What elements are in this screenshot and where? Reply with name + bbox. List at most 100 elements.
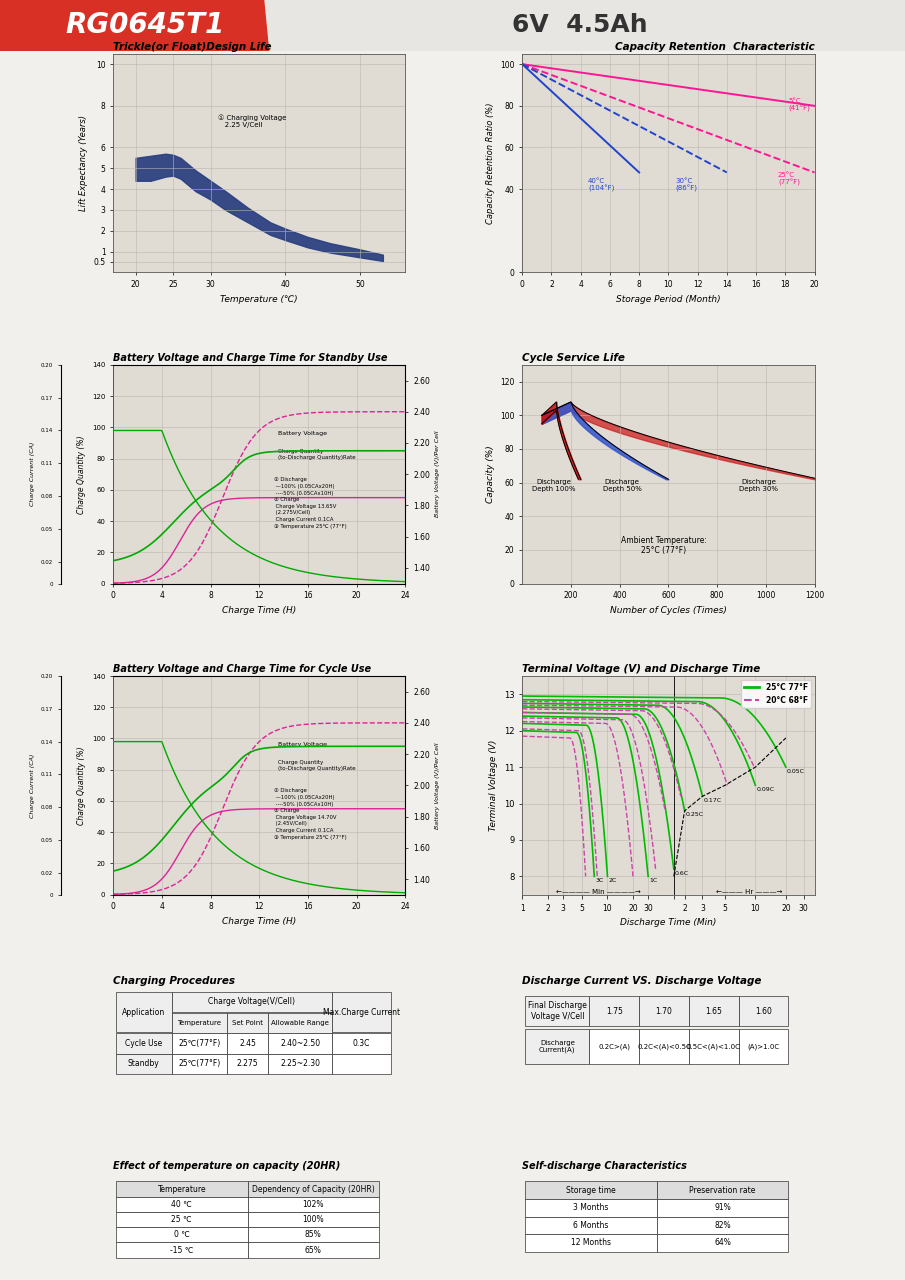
Text: 0.5C<(A)<1.0C: 0.5C<(A)<1.0C (687, 1043, 740, 1050)
Text: (A)>1.0C: (A)>1.0C (748, 1043, 779, 1050)
FancyBboxPatch shape (116, 1243, 248, 1258)
FancyBboxPatch shape (172, 1053, 227, 1074)
Text: 25℃(77°F): 25℃(77°F) (178, 1039, 221, 1048)
FancyBboxPatch shape (657, 1181, 788, 1199)
Text: Set Point: Set Point (232, 1020, 263, 1027)
Text: 65%: 65% (305, 1245, 322, 1254)
Text: 5°C
(41°F): 5°C (41°F) (788, 97, 810, 111)
Text: 0.3C: 0.3C (353, 1039, 370, 1048)
Text: 0 ℃: 0 ℃ (174, 1230, 190, 1239)
FancyBboxPatch shape (525, 1216, 657, 1234)
Polygon shape (290, 0, 320, 51)
Text: 2.40~2.50: 2.40~2.50 (280, 1039, 320, 1048)
Text: 12 Months: 12 Months (571, 1239, 611, 1248)
Text: Self-discharge Characteristics: Self-discharge Characteristics (522, 1161, 687, 1171)
Text: Battery Voltage: Battery Voltage (278, 431, 327, 436)
Text: 2.45: 2.45 (239, 1039, 256, 1048)
FancyBboxPatch shape (248, 1212, 379, 1228)
FancyBboxPatch shape (116, 1053, 172, 1074)
Text: 1.60: 1.60 (755, 1006, 772, 1016)
Text: 0.17C: 0.17C (703, 797, 721, 803)
Text: ←——— Hr ———→: ←——— Hr ———→ (717, 890, 783, 895)
FancyBboxPatch shape (525, 1199, 657, 1216)
FancyBboxPatch shape (657, 1216, 788, 1234)
Text: ① Charging Voltage
   2.25 V/Cell: ① Charging Voltage 2.25 V/Cell (218, 114, 286, 128)
Text: Discharge
Depth 100%: Discharge Depth 100% (532, 479, 576, 492)
X-axis label: Discharge Time (Min): Discharge Time (Min) (620, 918, 717, 927)
Text: 0.25C: 0.25C (686, 813, 704, 818)
FancyBboxPatch shape (227, 1053, 268, 1074)
FancyBboxPatch shape (738, 996, 788, 1027)
FancyBboxPatch shape (116, 1181, 248, 1197)
Text: Dependency of Capacity (20HR): Dependency of Capacity (20HR) (252, 1184, 375, 1193)
FancyBboxPatch shape (268, 1033, 332, 1053)
FancyBboxPatch shape (248, 1228, 379, 1243)
X-axis label: Charge Time (H): Charge Time (H) (222, 605, 296, 614)
FancyBboxPatch shape (332, 1033, 391, 1053)
Text: 82%: 82% (714, 1221, 730, 1230)
Text: 2.25~2.30: 2.25~2.30 (281, 1060, 320, 1069)
FancyBboxPatch shape (227, 1012, 268, 1033)
Y-axis label: Capacity (%): Capacity (%) (486, 445, 494, 503)
Text: Charge Quantity
(to-Discharge Quantity)Rate: Charge Quantity (to-Discharge Quantity)R… (278, 449, 355, 460)
FancyBboxPatch shape (332, 1053, 391, 1074)
Y-axis label: Charge Quantity (%): Charge Quantity (%) (78, 746, 87, 824)
FancyBboxPatch shape (248, 1197, 379, 1212)
X-axis label: Storage Period (Month): Storage Period (Month) (616, 294, 720, 303)
Text: Battery Voltage and Charge Time for Cycle Use: Battery Voltage and Charge Time for Cycl… (113, 664, 371, 673)
Y-axis label: Charge Current (CA): Charge Current (CA) (30, 753, 35, 818)
Text: 3 Months: 3 Months (573, 1203, 609, 1212)
Text: Discharge Current VS. Discharge Voltage: Discharge Current VS. Discharge Voltage (522, 977, 762, 986)
Text: Application: Application (122, 1007, 166, 1016)
FancyBboxPatch shape (172, 992, 332, 1012)
Text: 100%: 100% (302, 1215, 324, 1224)
Text: 25°C
(77°F): 25°C (77°F) (778, 172, 800, 186)
Text: Terminal Voltage (V) and Discharge Time: Terminal Voltage (V) and Discharge Time (522, 664, 760, 673)
Text: 1.65: 1.65 (705, 1006, 722, 1016)
Y-axis label: Lift Expectancy (Years): Lift Expectancy (Years) (79, 115, 88, 211)
Text: Final Discharge
Voltage V/Cell: Final Discharge Voltage V/Cell (528, 1001, 586, 1021)
Text: 25℃(77°F): 25℃(77°F) (178, 1060, 221, 1069)
FancyBboxPatch shape (639, 1029, 689, 1064)
Text: 1C: 1C (649, 878, 657, 883)
FancyBboxPatch shape (248, 1243, 379, 1258)
FancyBboxPatch shape (332, 992, 391, 1033)
Text: 0.6C: 0.6C (675, 870, 689, 876)
Text: Battery Voltage: Battery Voltage (278, 742, 327, 748)
Text: Trickle(or Float)Design Life: Trickle(or Float)Design Life (113, 41, 272, 51)
Text: 64%: 64% (714, 1239, 731, 1248)
Y-axis label: Charge Current (CA): Charge Current (CA) (30, 442, 35, 507)
Text: Discharge
Current(A): Discharge Current(A) (539, 1039, 576, 1053)
Text: Effect of temperature on capacity (20HR): Effect of temperature on capacity (20HR) (113, 1161, 340, 1171)
Text: 6 Months: 6 Months (573, 1221, 609, 1230)
Text: Preservation rate: Preservation rate (690, 1185, 756, 1194)
FancyBboxPatch shape (268, 1053, 332, 1074)
Text: 30°C
(86°F): 30°C (86°F) (676, 178, 698, 192)
Y-axis label: Capacity Retention Ratio (%): Capacity Retention Ratio (%) (486, 102, 494, 224)
Text: 0.2C<(A)<0.5C: 0.2C<(A)<0.5C (637, 1043, 691, 1050)
Text: Charge Quantity
(to-Discharge Quantity)Rate: Charge Quantity (to-Discharge Quantity)R… (278, 760, 355, 771)
Text: 40°C
(104°F): 40°C (104°F) (588, 178, 614, 192)
FancyBboxPatch shape (116, 1228, 248, 1243)
Text: 0.09C: 0.09C (757, 787, 775, 792)
Text: 91%: 91% (714, 1203, 731, 1212)
Text: 85%: 85% (305, 1230, 321, 1239)
Text: 1.70: 1.70 (655, 1006, 672, 1016)
FancyBboxPatch shape (738, 1029, 788, 1064)
Text: Battery Voltage and Charge Time for Standby Use: Battery Voltage and Charge Time for Stan… (113, 353, 387, 362)
FancyBboxPatch shape (689, 1029, 738, 1064)
Text: 25 ℃: 25 ℃ (171, 1215, 192, 1224)
Text: 2C: 2C (608, 878, 617, 883)
FancyBboxPatch shape (589, 996, 639, 1027)
X-axis label: Charge Time (H): Charge Time (H) (222, 916, 296, 925)
Text: ① Discharge
 —100% (0.05CAx20H)
 ----50% (0.05CAx10H)
② Charge
 Charge Voltage 1: ① Discharge —100% (0.05CAx20H) ----50% (… (274, 788, 347, 840)
FancyBboxPatch shape (172, 1033, 227, 1053)
Text: ① Discharge
 —100% (0.05CAx20H)
 ----50% (0.05CAx10H)
② Charge
 Charge Voltage 1: ① Discharge —100% (0.05CAx20H) ----50% (… (274, 477, 347, 529)
Y-axis label: Charge Quantity (%): Charge Quantity (%) (78, 435, 87, 513)
Text: Max.Charge Current: Max.Charge Current (323, 1007, 400, 1016)
FancyBboxPatch shape (639, 996, 689, 1027)
Text: Allowable Range: Allowable Range (272, 1020, 329, 1027)
Y-axis label: Terminal Voltage (V): Terminal Voltage (V) (490, 740, 499, 831)
FancyBboxPatch shape (227, 1033, 268, 1053)
Text: Capacity Retention  Characteristic: Capacity Retention Characteristic (614, 41, 814, 51)
